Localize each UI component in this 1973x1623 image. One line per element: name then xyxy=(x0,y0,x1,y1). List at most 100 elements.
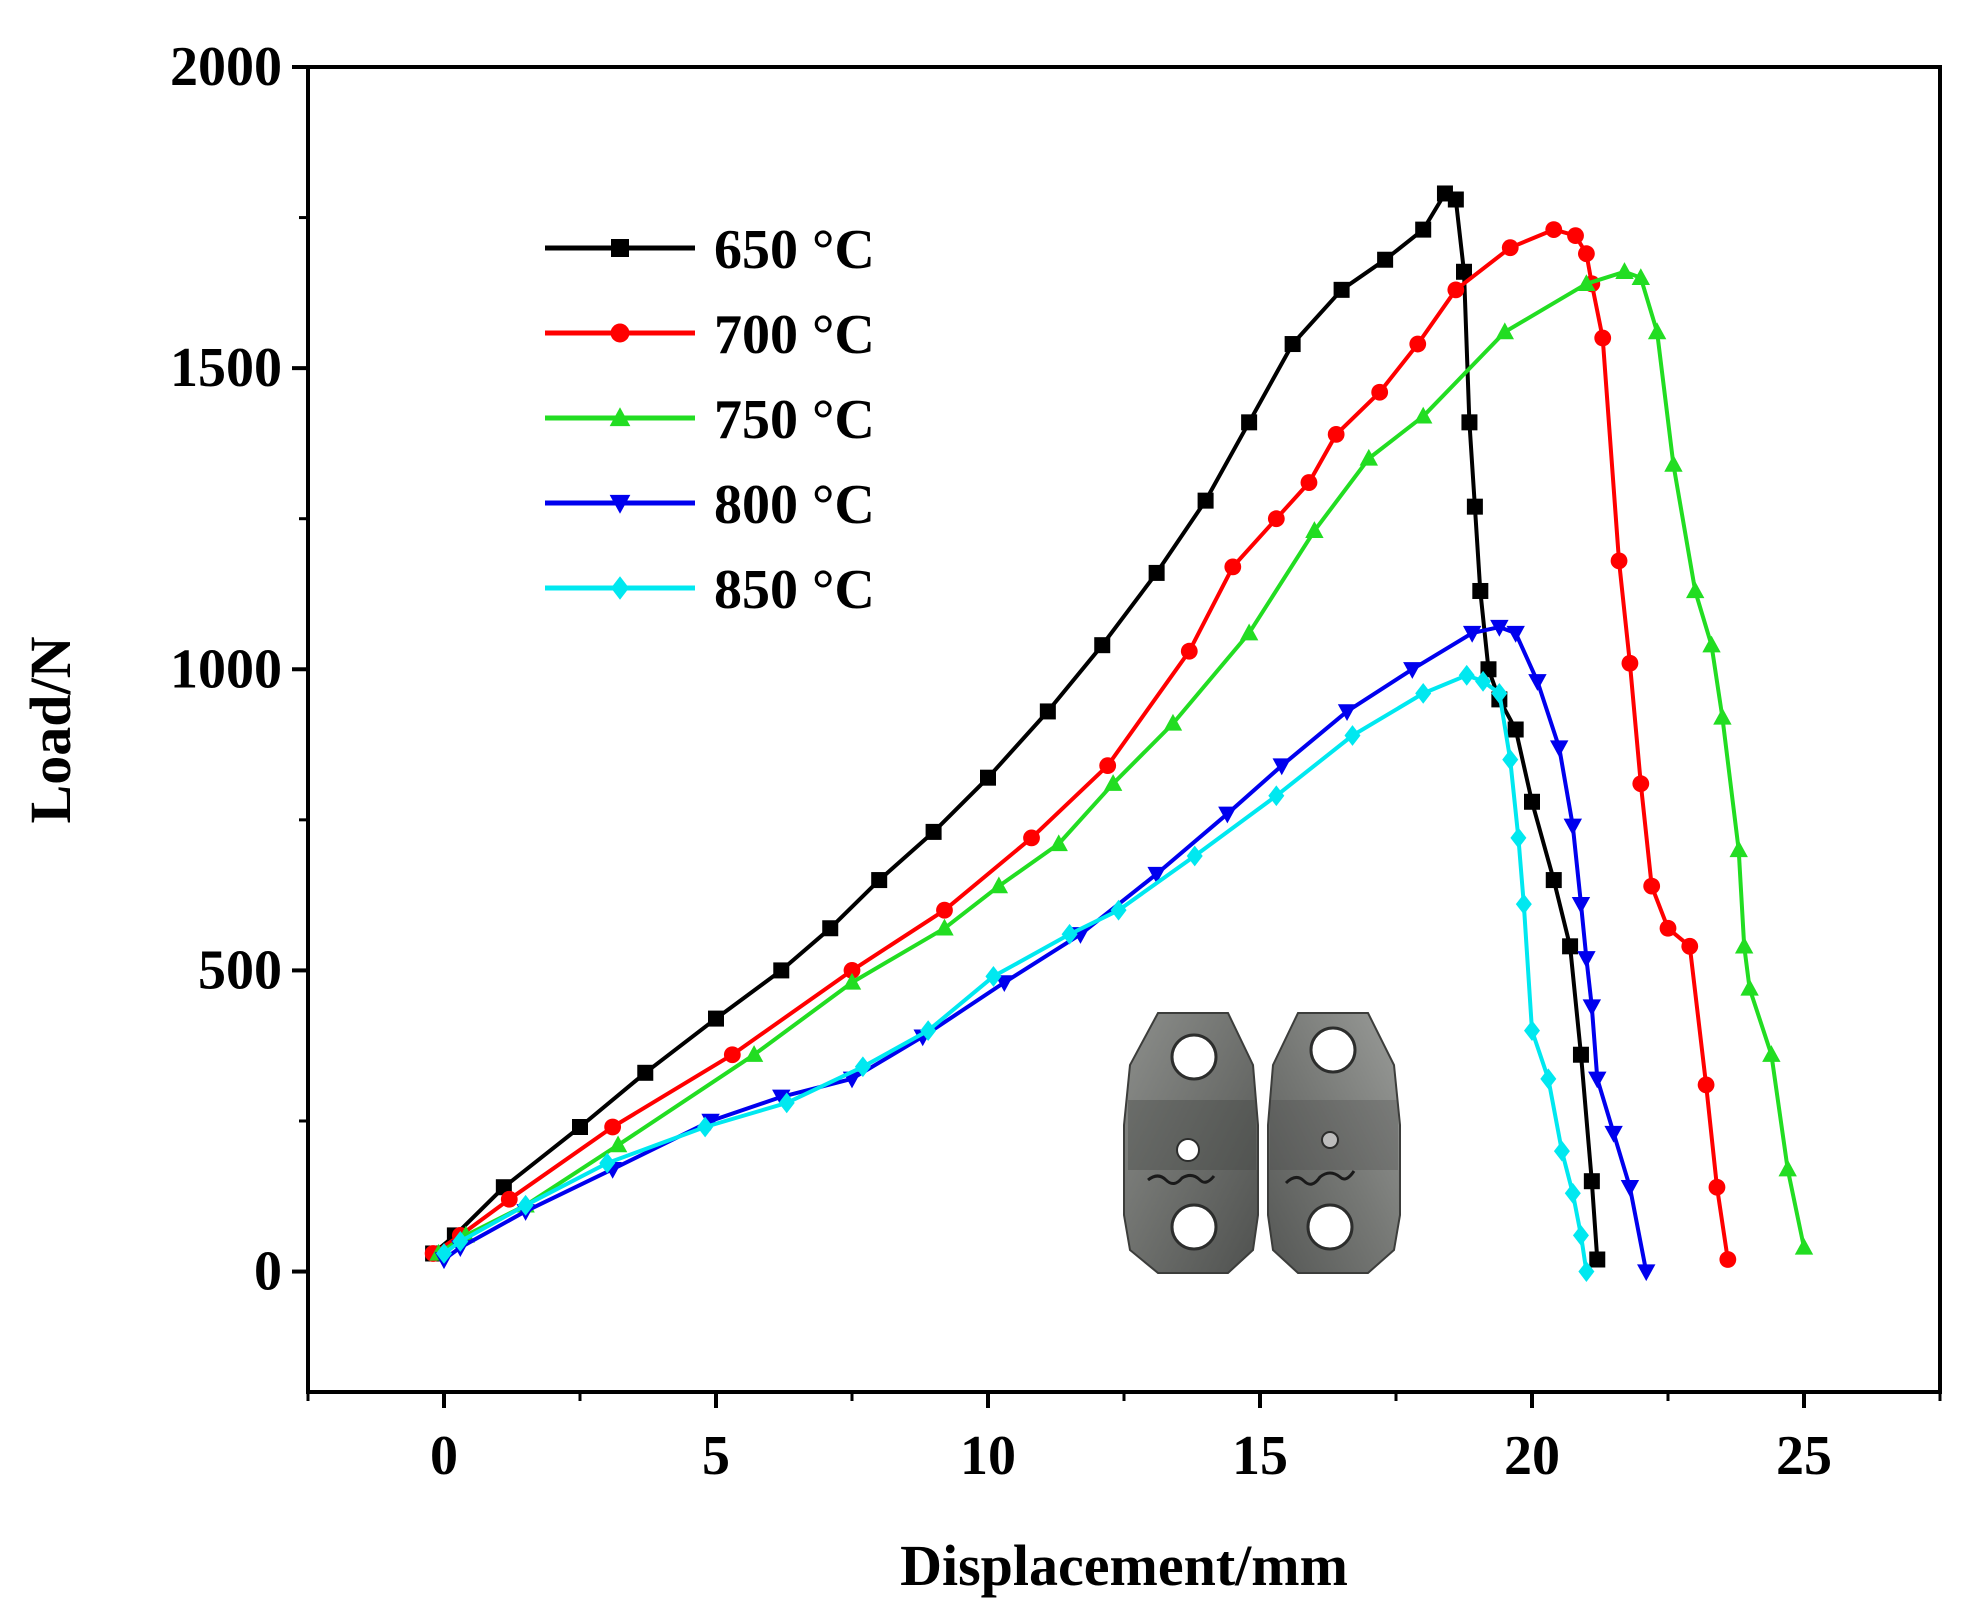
data-point xyxy=(1458,664,1475,686)
data-point xyxy=(1563,818,1582,836)
data-point xyxy=(1300,474,1318,491)
data-point xyxy=(1734,936,1754,954)
data-point xyxy=(1472,582,1489,599)
legend-item: 650 °C xyxy=(545,219,875,281)
data-point xyxy=(1740,978,1759,996)
data-point xyxy=(843,962,861,979)
data-point xyxy=(1582,999,1602,1017)
data-point xyxy=(1414,406,1433,424)
data-point xyxy=(500,1190,518,1208)
data-point xyxy=(985,966,1002,987)
data-point xyxy=(1702,635,1721,653)
data-point xyxy=(1305,521,1324,538)
data-point xyxy=(1589,1251,1606,1268)
y-tick-label: 1000 xyxy=(170,638,282,700)
data-point xyxy=(708,1010,724,1027)
data-point xyxy=(1180,642,1198,660)
data-point xyxy=(599,1152,616,1174)
data-point xyxy=(1415,682,1432,704)
data-point xyxy=(1571,896,1591,914)
data-point xyxy=(854,1056,871,1078)
data-point xyxy=(1267,510,1285,528)
data-point xyxy=(1515,893,1532,915)
data-point xyxy=(1610,552,1628,570)
data-point xyxy=(936,901,953,919)
specimen-right xyxy=(1267,1012,1401,1274)
data-point xyxy=(1577,951,1596,968)
x-tick-label: 10 xyxy=(960,1425,1016,1487)
data-point xyxy=(1462,625,1482,643)
data-point xyxy=(1664,454,1683,472)
data-point xyxy=(1272,758,1291,776)
y-tick-label: 2000 xyxy=(170,36,282,98)
data-point xyxy=(1377,251,1394,268)
data-point xyxy=(1023,829,1040,847)
series-2 xyxy=(424,221,1737,1268)
data-point xyxy=(1524,793,1540,810)
data-point xyxy=(1562,938,1579,955)
data-point xyxy=(1218,806,1237,824)
data-point xyxy=(1103,774,1123,791)
data-point xyxy=(1186,845,1203,867)
data-point xyxy=(1524,1020,1540,1042)
data-point xyxy=(452,1231,469,1252)
legend-swatch-marker xyxy=(611,576,629,600)
data-point xyxy=(1327,425,1345,443)
x-tick-label: 0 xyxy=(430,1425,458,1487)
series-5 xyxy=(436,664,1595,1282)
data-point xyxy=(1778,1159,1797,1177)
series-line xyxy=(431,191,1600,1262)
data-point xyxy=(1371,383,1389,401)
series-3 xyxy=(429,262,1814,1261)
y-tick-label: 500 xyxy=(198,939,282,1001)
data-point xyxy=(1506,625,1525,643)
axis-tick-labels: 0 5 10 15 20 25 0 500 1000 1500 2000 xyxy=(170,36,1832,1487)
series-1 xyxy=(425,185,1606,1268)
data-point xyxy=(1572,1046,1589,1063)
legend-item: 850 °C xyxy=(545,559,875,621)
data-point xyxy=(1490,619,1509,637)
data-point xyxy=(1545,872,1562,889)
data-point xyxy=(1337,704,1357,722)
data-point xyxy=(778,1092,795,1114)
data-point xyxy=(1550,740,1569,758)
data-point xyxy=(1409,335,1427,353)
data-point xyxy=(1708,1178,1726,1196)
data-point xyxy=(1567,227,1584,245)
data-point xyxy=(1604,1125,1623,1143)
data-point xyxy=(1284,336,1301,353)
data-point xyxy=(604,1118,622,1136)
data-point xyxy=(1713,707,1732,725)
data-point xyxy=(980,769,996,786)
data-point xyxy=(842,972,862,990)
data-point xyxy=(1359,448,1378,466)
data-point xyxy=(1631,268,1650,285)
data-point xyxy=(989,876,1009,894)
data-point xyxy=(1659,919,1677,937)
legend-swatch-marker xyxy=(609,494,631,514)
data-point xyxy=(1415,221,1432,238)
data-point xyxy=(1794,1237,1814,1255)
data-point xyxy=(608,1135,628,1153)
data-point xyxy=(697,1116,714,1138)
data-point xyxy=(1447,191,1464,208)
y-axis-label: Load/N xyxy=(18,636,83,823)
data-point xyxy=(1039,703,1056,720)
data-point xyxy=(1502,749,1519,771)
data-point xyxy=(1577,274,1596,292)
data-point xyxy=(1403,662,1422,679)
data-point xyxy=(637,1064,654,1081)
x-tick-label: 5 xyxy=(702,1425,730,1487)
legend-label: 750 °C xyxy=(714,389,875,451)
x-axis-label: Displacement/mm xyxy=(900,1533,1348,1598)
y-tick-label: 1500 xyxy=(170,337,282,399)
data-point xyxy=(1588,1071,1607,1089)
data-point xyxy=(1491,682,1508,704)
data-point xyxy=(1681,937,1699,955)
data-point xyxy=(995,975,1014,993)
legend-label: 850 °C xyxy=(714,559,875,621)
specimen-photo xyxy=(1123,1012,1401,1274)
data-point xyxy=(1466,498,1483,515)
data-point xyxy=(1637,1264,1656,1282)
data-point xyxy=(1545,221,1563,239)
